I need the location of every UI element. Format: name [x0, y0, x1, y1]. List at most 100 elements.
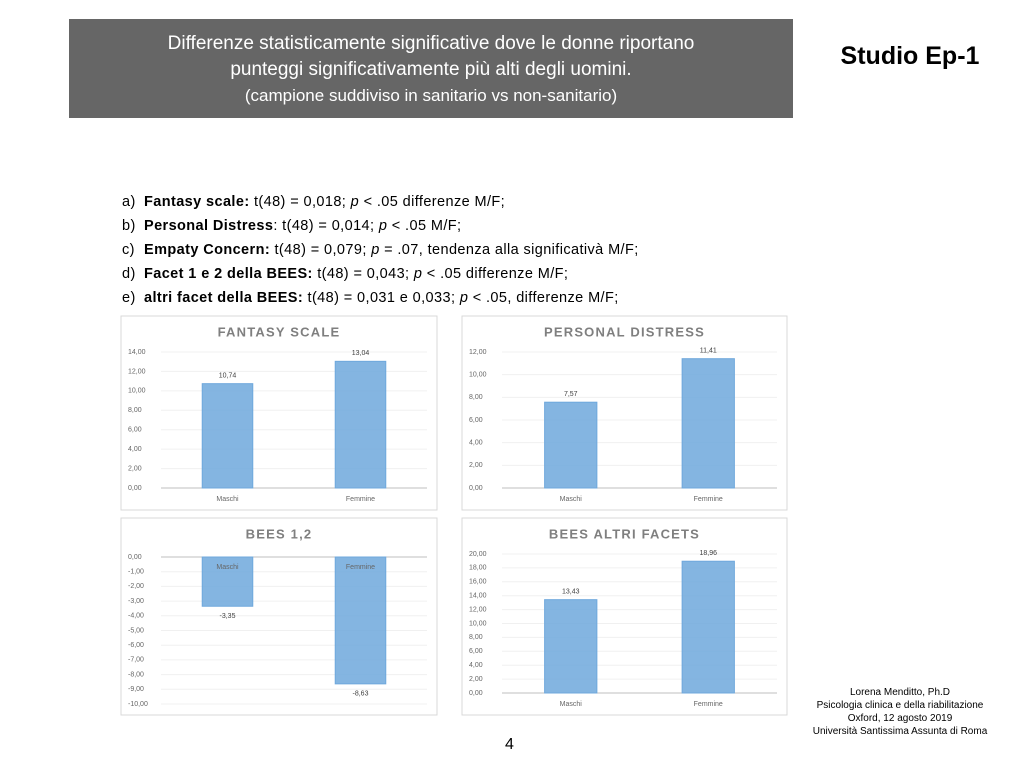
results-list: a) Fantasy scale: t(48) = 0,018; p < .05 … [122, 192, 639, 312]
list-item: e) altri facet della BEES: t(48) = 0,031 … [122, 288, 639, 312]
y-tick-label: -10,00 [128, 701, 148, 708]
y-tick-label: 20,00 [469, 551, 487, 558]
title: punteggi significativamente più alti deg… [230, 59, 632, 80]
y-tick-label: 14,00 [128, 349, 146, 356]
list-item: d) Facet 1 e 2 della BEES: t(48) = 0,043;… [122, 264, 639, 288]
y-tick-label: 18,00 [469, 565, 487, 572]
y-tick-label: 6,00 [128, 427, 142, 434]
bar [334, 556, 387, 685]
y-tick-label: 8,00 [469, 634, 483, 641]
value-label: -8,63 [353, 691, 369, 698]
y-tick-label: -9,00 [128, 686, 144, 693]
item-label: altri facet della BEES: [144, 290, 304, 306]
value-label: 7,57 [564, 391, 578, 398]
y-tick-label: 2,00 [469, 462, 483, 469]
y-tick-label: 6,00 [469, 648, 483, 655]
value-label: 13,04 [352, 350, 370, 357]
item-marker: e) [122, 290, 136, 306]
value-label: 10,74 [219, 373, 237, 380]
item-marker: a) [122, 194, 136, 210]
value-label: 11,41 [700, 348, 717, 355]
bar [544, 599, 598, 694]
item-text: p [459, 290, 469, 306]
item-text: p [371, 242, 380, 258]
item-text: : t(48) = 0,014; [273, 218, 379, 234]
y-tick-label: 10,00 [469, 372, 487, 379]
page-number: 4 [505, 736, 514, 753]
list-item: b) Personal Distress: t(48) = 0,014; p < … [122, 216, 639, 240]
bar [544, 401, 598, 489]
y-tick-label: 12,00 [469, 349, 487, 356]
y-tick-label: 12,00 [128, 368, 146, 375]
y-tick-label: 0,00 [128, 485, 142, 492]
y-tick-label: 0,00 [128, 554, 142, 561]
item-text: p [413, 266, 423, 282]
y-tick-label: 4,00 [469, 440, 483, 447]
bar [681, 358, 735, 489]
item-label: Personal Distress [144, 218, 274, 234]
item-text: t(48) = 0,079; [270, 242, 372, 258]
chart-panel [461, 517, 788, 716]
footer: Lorena Menditto, Ph.D Psicologia clinica … [790, 686, 1010, 738]
item-text: < .05, differenze M/F; [468, 290, 619, 306]
chart-panel [461, 315, 788, 511]
y-tick-label: -8,00 [128, 671, 144, 678]
bar [681, 560, 735, 694]
footer-line: Università Santissima Assunta di Roma [812, 726, 988, 737]
bar [201, 383, 254, 489]
item-text: = .07, tendenza alla significativà M/F; [379, 242, 639, 258]
x-tick-label: Femmine [346, 496, 375, 503]
title: Differenze statisticamente significative… [167, 33, 695, 54]
x-tick-label: Maschi [560, 701, 583, 708]
y-tick-label: -3,00 [128, 598, 144, 605]
item-text: < .05 M/F; [387, 218, 462, 234]
item-label: Fantasy scale: [144, 194, 250, 210]
y-tick-label: 0,00 [469, 485, 483, 492]
y-tick-label: 4,00 [128, 446, 142, 453]
x-tick-label: Maschi [560, 496, 583, 503]
chart-title: BEES ALTRI FACETS [549, 526, 700, 541]
footer-line: Oxford, 12 agosto 2019 [847, 713, 953, 724]
value-label: -3,35 [220, 613, 236, 620]
item-text: t(48) = 0,018; [249, 194, 351, 210]
y-tick-label: 8,00 [469, 394, 483, 401]
value-label: 13,43 [562, 589, 580, 596]
item-text: t(48) = 0,043; [312, 266, 414, 282]
y-tick-label: 4,00 [469, 662, 483, 669]
y-tick-label: 16,00 [469, 579, 487, 586]
item-text: < .05 differenze M/F; [359, 194, 506, 210]
y-tick-label: 12,00 [469, 606, 487, 613]
y-tick-label: -5,00 [128, 627, 144, 634]
item-marker: d) [122, 266, 136, 282]
chart-title: FANTASY SCALE [218, 324, 341, 339]
chart-panel [120, 517, 438, 716]
item-text: t(48) = 0,031 e 0,033; [303, 290, 460, 306]
x-tick-label: Femmine [694, 701, 723, 708]
y-tick-label: 10,00 [469, 620, 487, 627]
list-item: a) Fantasy scale: t(48) = 0,018; p < .05 … [122, 192, 639, 216]
item-text: p [350, 194, 360, 210]
subtitle: (campione suddiviso in sanitario vs non-… [244, 86, 618, 105]
value-label: 18,96 [699, 550, 717, 557]
item-text: p [378, 218, 388, 234]
chart-title: BEES 1,2 [246, 526, 313, 541]
bar [334, 360, 387, 489]
y-tick-label: 2,00 [469, 676, 483, 683]
y-tick-label: 14,00 [469, 593, 487, 600]
y-tick-label: -6,00 [128, 642, 144, 649]
item-text: < .05 differenze M/F; [422, 266, 569, 282]
y-tick-label: -7,00 [128, 657, 144, 664]
item-label: Empaty Concern: [144, 242, 271, 258]
list-item: c) Empaty Concern: t(48) = 0,079; p = .07… [122, 240, 639, 264]
y-tick-label: 10,00 [128, 388, 146, 395]
y-tick-label: -4,00 [128, 613, 144, 620]
item-marker: b) [122, 218, 136, 234]
x-tick-label: Femmine [346, 564, 375, 571]
footer-line: Lorena Menditto, Ph.D [849, 687, 951, 698]
y-tick-label: -2,00 [128, 583, 144, 590]
x-tick-label: Femmine [694, 496, 723, 503]
y-tick-label: 0,00 [469, 690, 483, 697]
bar [201, 556, 254, 607]
y-tick-label: 8,00 [128, 407, 142, 414]
